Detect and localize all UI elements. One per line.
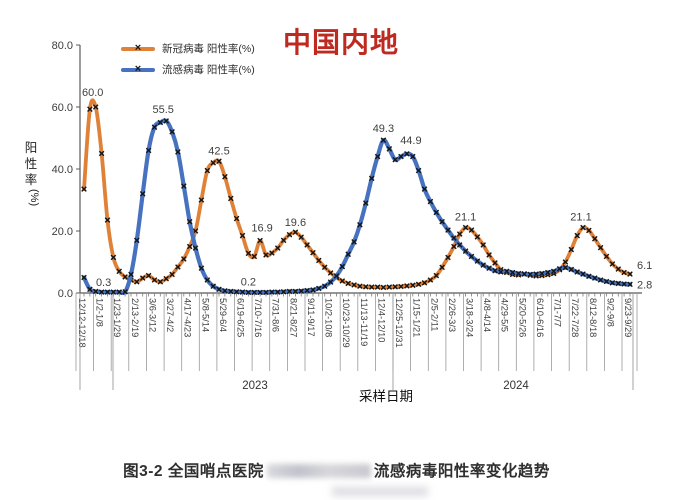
axes xyxy=(79,45,642,294)
svg-text:0.0: 0.0 xyxy=(58,288,73,300)
legend-item-flu: × 流感病毒 阳性率(%) xyxy=(121,63,255,76)
svg-text:12/12-12/18: 12/12-12/18 xyxy=(77,298,87,348)
svg-text:阳: 阳 xyxy=(25,141,38,155)
redacted-text-blur xyxy=(266,464,371,478)
svg-text:55.5: 55.5 xyxy=(152,104,173,116)
x-axis-years: 2023 2024 采样日期 xyxy=(79,293,634,404)
x-axis-title: 采样日期 xyxy=(359,389,413,404)
caption-prefix: 图3-2 全国哨点医院 xyxy=(123,463,264,480)
svg-text:2/13-2/19: 2/13-2/19 xyxy=(130,298,140,337)
x-marker-icon: × xyxy=(134,41,142,54)
svg-text:2/26-3/3: 2/26-3/3 xyxy=(447,298,457,332)
svg-text:9/2-9/8: 9/2-9/8 xyxy=(605,298,615,327)
svg-text:2024: 2024 xyxy=(503,380,529,392)
svg-text:0.3: 0.3 xyxy=(96,277,111,289)
data-labels: 60.0 0.3 55.5 42.5 16.9 19.6 0.2 49.3 44.9 21.1 21… xyxy=(82,87,652,291)
svg-text:20.0: 20.0 xyxy=(52,226,73,238)
svg-text:(%): (%) xyxy=(28,189,40,206)
svg-text:3/27-4/2: 3/27-4/2 xyxy=(165,298,175,332)
chart-title: 中国内地 xyxy=(283,27,400,58)
svg-text:6.1: 6.1 xyxy=(637,260,652,272)
svg-text:10/2-10/8: 10/2-10/8 xyxy=(324,298,334,337)
svg-text:11/13-11/19: 11/13-11/19 xyxy=(359,298,369,346)
svg-text:5/29-6/4: 5/29-6/4 xyxy=(218,298,228,332)
svg-text:6/19-6/25: 6/19-6/25 xyxy=(236,298,246,337)
svg-text:5/20-5/26: 5/20-5/26 xyxy=(517,298,527,337)
svg-text:3/6-3/12: 3/6-3/12 xyxy=(148,298,158,332)
svg-text:19.6: 19.6 xyxy=(285,217,306,229)
caption-suffix: 流感病毒阳性率变化趋势 xyxy=(373,463,550,480)
covid-line-sample: × xyxy=(121,42,155,53)
figure-caption: 图3-2 全国哨点医院 流感病毒阳性率变化趋势 xyxy=(0,459,673,481)
svg-text:性: 性 xyxy=(25,157,38,171)
svg-text:5/8-5/14: 5/8-5/14 xyxy=(200,298,210,332)
svg-text:60.0: 60.0 xyxy=(52,102,73,114)
svg-text:7/22-7/28: 7/22-7/28 xyxy=(570,298,580,337)
legend-label-flu: 流感病毒 阳性率(%) xyxy=(162,64,255,76)
svg-text:9/23-9/29: 9/23-9/29 xyxy=(623,298,633,337)
svg-text:3/18-3/24: 3/18-3/24 xyxy=(465,298,475,337)
svg-text:7/1-7/7: 7/1-7/7 xyxy=(553,298,563,327)
svg-text:42.5: 42.5 xyxy=(208,145,229,157)
legend-item-covid: × 新冠病毒 阳性率(%) xyxy=(121,42,255,55)
svg-text:10/23-10/29: 10/23-10/29 xyxy=(341,298,351,348)
svg-text:1/15-1/21: 1/15-1/21 xyxy=(412,298,422,337)
svg-text:44.9: 44.9 xyxy=(400,135,421,147)
x-marker-icon: × xyxy=(134,62,142,75)
svg-text:4/17-4/23: 4/17-4/23 xyxy=(183,298,193,337)
svg-text:1/23-1/29: 1/23-1/29 xyxy=(112,298,122,337)
svg-text:49.3: 49.3 xyxy=(373,123,394,135)
y-axis-title: 阳性率 (%) xyxy=(25,141,40,206)
svg-text:8/21-8/27: 8/21-8/27 xyxy=(288,298,298,337)
covid-series xyxy=(81,98,633,291)
svg-text:1/2-1/8: 1/2-1/8 xyxy=(95,298,105,327)
svg-text:率: 率 xyxy=(25,172,38,187)
svg-text:80.0: 80.0 xyxy=(52,40,73,52)
svg-text:7/10-7/16: 7/10-7/16 xyxy=(253,298,263,337)
svg-text:8/12-8/18: 8/12-8/18 xyxy=(588,298,598,337)
chart-svg: 0.0 20.0 40.0 60.0 80.0 阳性率 (%) 12/12-12/18 1/2-… xyxy=(25,40,653,404)
svg-text:4/29-5/5: 4/29-5/5 xyxy=(500,298,510,332)
legend: × 新冠病毒 阳性率(%) × 流感病毒 阳性率(%) xyxy=(121,42,255,84)
svg-text:16.9: 16.9 xyxy=(251,223,272,235)
svg-text:60.0: 60.0 xyxy=(82,87,103,99)
svg-text:2023: 2023 xyxy=(242,380,268,392)
y-axis-ticks: 0.0 20.0 40.0 60.0 80.0 xyxy=(52,40,80,300)
svg-text:7/31-8/6: 7/31-8/6 xyxy=(271,298,281,332)
svg-text:9/11-9/17: 9/11-9/17 xyxy=(306,298,316,337)
flu-series xyxy=(81,118,633,295)
svg-text:4/8-4/14: 4/8-4/14 xyxy=(482,298,492,332)
svg-text:0.2: 0.2 xyxy=(241,276,256,288)
flu-line-sample: × xyxy=(121,63,155,74)
svg-text:2/5-2/11: 2/5-2/11 xyxy=(429,298,439,331)
svg-text:21.1: 21.1 xyxy=(455,212,476,224)
svg-text:6/10-6/16: 6/10-6/16 xyxy=(535,298,545,337)
caption-smudge-blur xyxy=(332,487,428,496)
svg-text:40.0: 40.0 xyxy=(52,164,73,176)
svg-text:12/25-12/31: 12/25-12/31 xyxy=(394,298,404,348)
legend-label-covid: 新冠病毒 阳性率(%) xyxy=(162,43,255,55)
svg-text:12/4-12/10: 12/4-12/10 xyxy=(376,298,386,342)
svg-text:2.8: 2.8 xyxy=(637,279,652,291)
svg-text:21.1: 21.1 xyxy=(570,212,591,224)
x-axis-labels: 12/12-12/18 1/2-1/8 1/23-1/29 2/13-2/19 3/6-… xyxy=(75,293,638,371)
